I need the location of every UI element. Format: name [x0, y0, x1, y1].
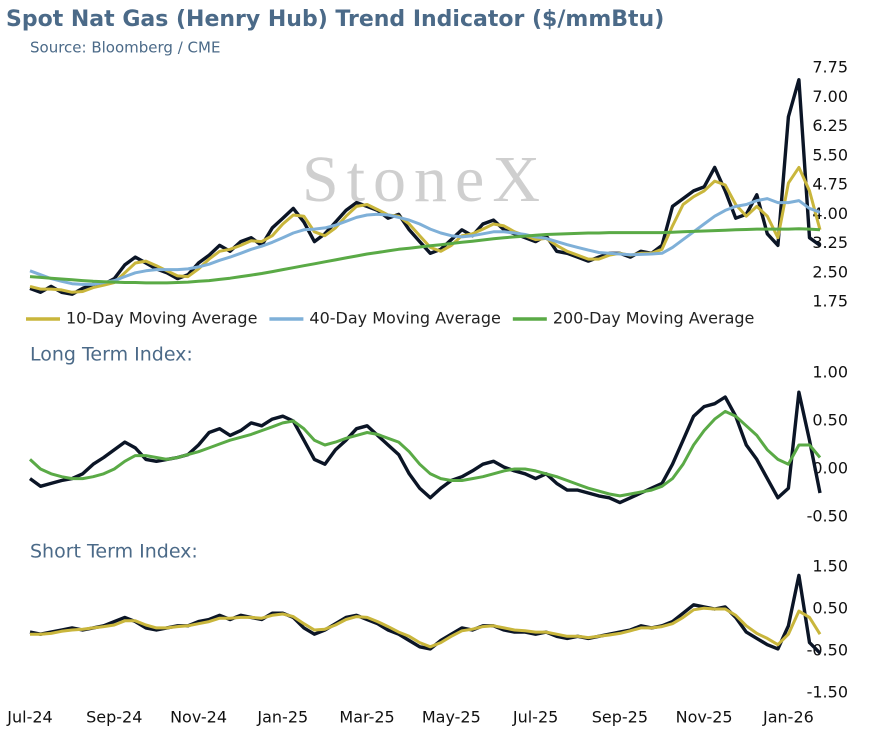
y-tick-label: -0.50: [807, 641, 848, 660]
panel-title: Long Term Index:: [30, 344, 193, 366]
x-tick-label: May-25: [422, 708, 481, 727]
y-tick-label: 7.75: [812, 58, 848, 77]
y-tick-label: 5.50: [812, 145, 848, 164]
legend-label: 200-Day Moving Average: [553, 309, 755, 328]
y-tick-label: 0.50: [812, 411, 848, 430]
y-tick-label: 1.50: [812, 557, 848, 576]
series-line: [29, 573, 822, 655]
chart-subtitle: Source: Bloomberg / CME: [30, 39, 220, 57]
x-tick-label: Jul-24: [6, 708, 52, 727]
y-tick-label: 0.00: [812, 459, 848, 478]
x-tick-label: Jul-25: [512, 708, 558, 727]
x-tick-label: Sep-25: [592, 708, 648, 727]
panel-title: Short Term Index:: [30, 541, 198, 563]
series-line: [29, 197, 821, 286]
y-tick-label: 3.25: [812, 233, 848, 252]
series-line: [29, 227, 821, 285]
x-tick-label: Sep-24: [86, 708, 142, 727]
y-tick-label: 4.00: [812, 204, 848, 223]
y-tick-label: 2.50: [812, 262, 848, 281]
legend-label: 40-Day Moving Average: [309, 309, 500, 328]
y-tick-label: 1.75: [812, 292, 848, 311]
series-line: [28, 390, 822, 505]
x-tick-label: Mar-25: [339, 708, 394, 727]
series-line: [30, 606, 822, 649]
x-tick-label: Nov-25: [676, 708, 733, 727]
watermark: StoneX: [302, 143, 548, 216]
y-tick-label: -0.50: [807, 507, 848, 526]
chart-title: Spot Nat Gas (Henry Hub) Trend Indicator…: [6, 7, 664, 32]
y-tick-label: 1.00: [812, 363, 848, 382]
y-tick-label: 4.75: [812, 175, 848, 194]
y-tick-label: -1.50: [807, 683, 848, 702]
y-tick-label: 7.00: [812, 87, 848, 106]
x-tick-label: Nov-24: [170, 708, 227, 727]
x-tick-label: Jan-25: [256, 708, 308, 727]
legend-label: 10-Day Moving Average: [66, 309, 257, 328]
series-line: [28, 409, 822, 498]
y-tick-label: 0.50: [812, 599, 848, 618]
x-tick-label: Jan-26: [762, 708, 814, 727]
y-tick-label: 6.25: [812, 116, 848, 135]
